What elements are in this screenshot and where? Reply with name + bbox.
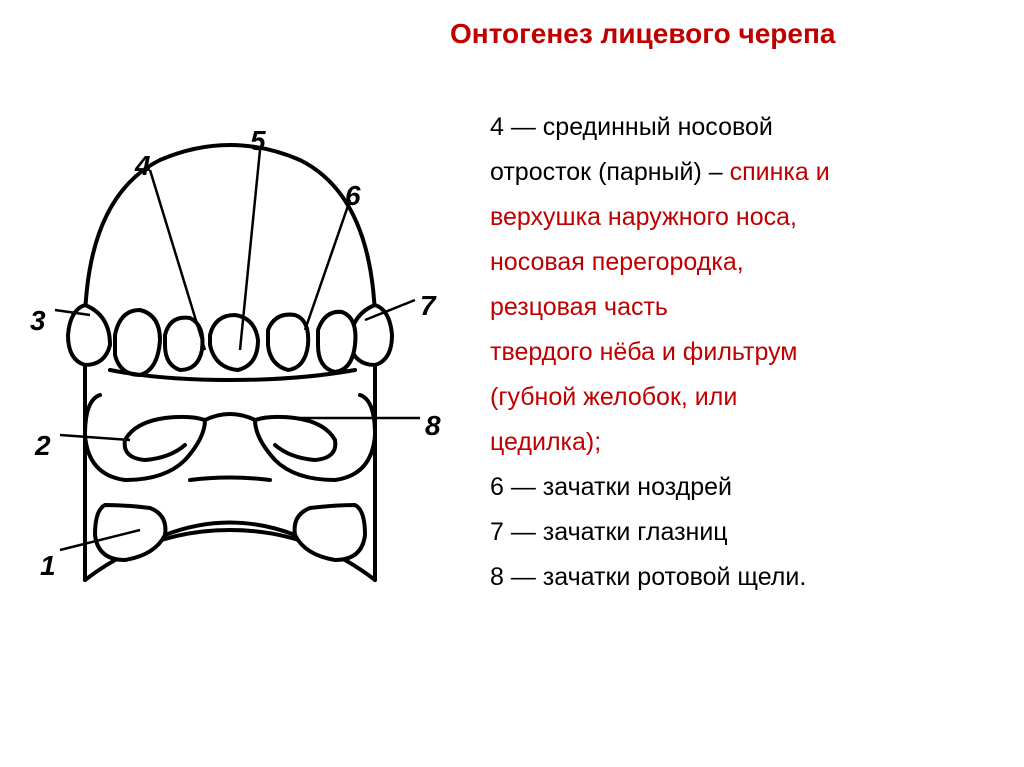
description-line: 4 — срединный носовой: [490, 105, 1000, 150]
diagram-label-5: 5: [250, 125, 266, 157]
description-line: 7 — зачатки глазниц: [490, 510, 1000, 555]
description-line: отросток (парный) – спинка и: [490, 150, 1000, 195]
diagram-label-3: 3: [30, 305, 46, 337]
diagram-label-1: 1: [40, 550, 56, 582]
description-line: верхушка наружного носа,: [490, 195, 1000, 240]
page-title: Онтогенез лицевого черепа: [450, 18, 835, 50]
diagram-label-8: 8: [425, 410, 441, 442]
diagram-container: 1 2 3 4 5 6 7 8: [10, 60, 460, 610]
description-line: твердого нёба и фильтрум: [490, 330, 1000, 375]
diagram-label-6: 6: [345, 180, 361, 212]
description-line: 8 — зачатки ротовой щели.: [490, 555, 1000, 600]
description-line: 6 — зачатки ноздрей: [490, 465, 1000, 510]
description-line: носовая перегородка,: [490, 240, 1000, 285]
embryo-face-diagram: [10, 60, 460, 610]
diagram-label-2: 2: [35, 430, 51, 462]
description-text: 4 — срединный носовой отросток (парный) …: [490, 105, 1000, 600]
description-line: резцовая часть: [490, 285, 1000, 330]
diagram-label-7: 7: [420, 290, 436, 322]
description-line: (губной желобок, или: [490, 375, 1000, 420]
description-line: цедилка);: [490, 420, 1000, 465]
diagram-label-4: 4: [135, 150, 151, 182]
